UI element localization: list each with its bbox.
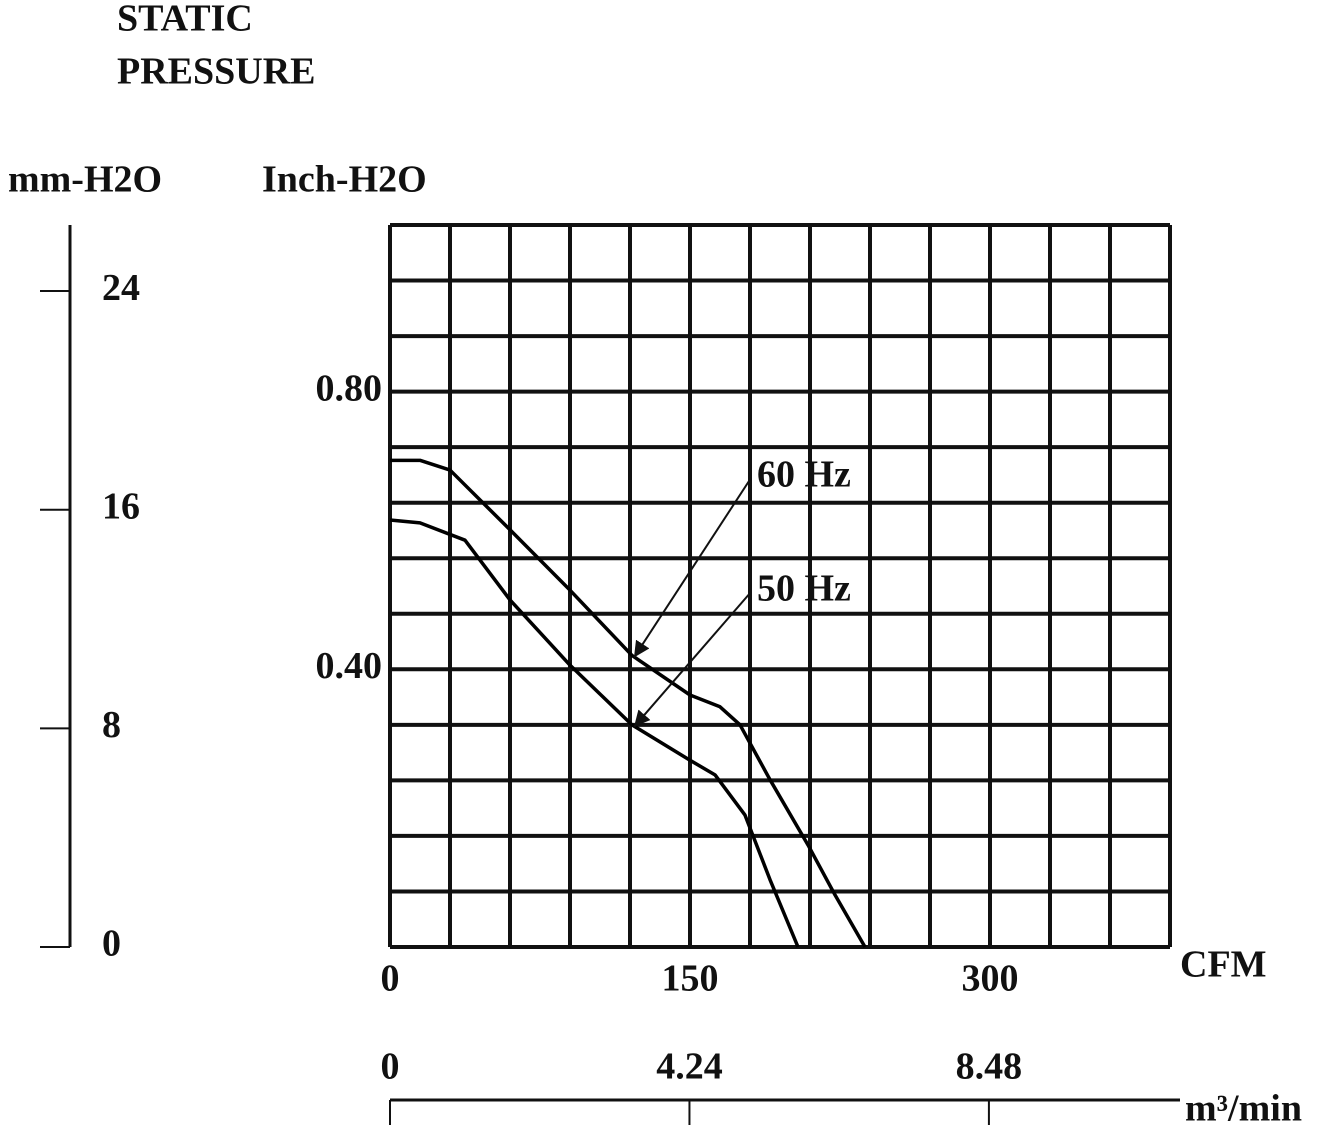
chart-title: PRESSURE [117,51,316,93]
annotation-arrow [633,591,752,728]
x-axis-label: CFM [1180,944,1267,986]
x2-tick-label: 4.24 [656,1046,723,1088]
line [389,518,800,948]
y-tick-label: 0.40 [316,645,383,687]
x-tick-label: 300 [962,958,1019,1000]
y2-axis-label: mm-H2O [8,159,162,201]
y-axis-label: Inch-H2O [262,159,427,201]
y2-tick-label: 24 [102,267,140,309]
legend-label: 60 Hz [757,454,851,496]
annotation-arrow [633,477,752,658]
y2-tick-label: 8 [102,704,121,746]
y2-tick-label: 16 [102,485,140,527]
x2-tick-label: 8.48 [956,1046,1023,1088]
line [390,458,867,948]
y-tick-label: 0.80 [316,367,383,409]
chart-title: STATIC [117,0,253,40]
x-tick-label: 150 [662,958,719,1000]
x2-axis-label: m³/min [1185,1088,1302,1130]
x-tick-label: 0 [381,958,400,1000]
y2-tick-label: 0 [102,923,121,965]
x2-tick-label: 0 [381,1046,400,1088]
legend-label: 50 Hz [757,568,851,610]
